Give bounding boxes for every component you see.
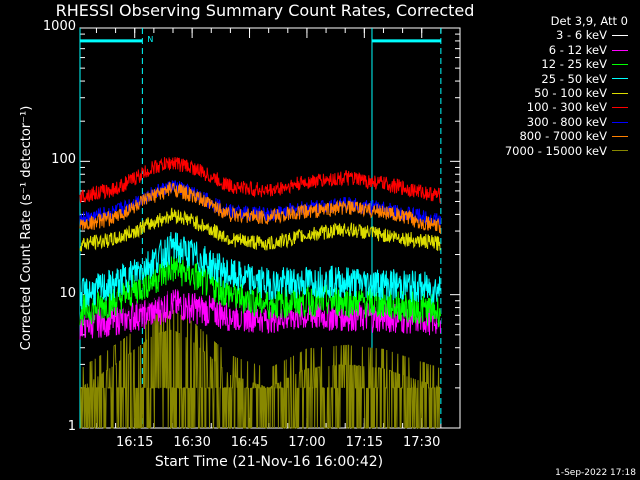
x-tick-label: 16:15 <box>115 435 154 450</box>
legend-label: 6 - 12 keV <box>548 42 607 57</box>
legend-label: 100 - 300 keV <box>526 100 607 115</box>
y-axis-label: Corrected Count Rate (s⁻¹ detector⁻¹) <box>19 105 34 351</box>
legend: Det 3,9, Att 0 3 - 6 keV 6 - 12 keV 12 - 2… <box>505 14 628 158</box>
chart-title: RHESSI Observing Summary Count Rates, Co… <box>55 1 475 20</box>
legend-label: 800 - 7000 keV <box>519 129 607 144</box>
legend-swatch <box>612 107 628 109</box>
legend-entry: 6 - 12 keV <box>505 43 628 57</box>
legend-entry: 300 - 800 keV <box>505 115 628 129</box>
series-line <box>80 310 441 429</box>
y-tick-label: 10 <box>59 285 76 301</box>
legend-swatch <box>612 35 628 37</box>
legend-label: 300 - 800 keV <box>526 114 607 129</box>
x-tick-label: 17:00 <box>288 435 326 450</box>
x-axis-label: Start Time (21-Nov-16 16:00:42) <box>154 454 384 470</box>
series-layer <box>79 157 441 429</box>
series-line <box>79 231 441 310</box>
legend-swatch <box>612 92 628 94</box>
x-tick-label: 17:30 <box>402 435 441 450</box>
legend-swatch <box>612 63 628 65</box>
series-line <box>79 207 441 252</box>
legend-entry: 3 - 6 keV <box>505 28 628 42</box>
legend-header: Det 3,9, Att 0 <box>550 14 628 28</box>
legend-label: 50 - 100 keV <box>534 86 607 101</box>
series-line <box>79 182 441 234</box>
legend-swatch <box>612 78 628 80</box>
series-line <box>79 254 441 328</box>
legend-label: 25 - 50 keV <box>541 71 607 86</box>
legend-label: 3 - 6 keV <box>556 28 607 43</box>
legend-entry: 7000 - 15000 keV <box>505 144 628 158</box>
legend-label: 12 - 25 keV <box>541 57 607 72</box>
series-line <box>79 157 441 204</box>
legend-entry: 100 - 300 keV <box>505 100 628 114</box>
night-marker-label: N <box>147 34 154 44</box>
legend-swatch <box>612 150 628 152</box>
x-tick-label: 16:45 <box>230 435 269 450</box>
x-tick-label: 17:15 <box>345 435 384 450</box>
legend-entry: 50 - 100 keV <box>505 86 628 100</box>
footer-timestamp: 1-Sep-2022 17:18 <box>555 468 636 478</box>
y-tick-label: 100 <box>51 152 76 168</box>
legend-entry: 800 - 7000 keV <box>505 129 628 143</box>
legend-swatch <box>612 135 628 137</box>
legend-label: 7000 - 15000 keV <box>504 143 607 158</box>
legend-entry: 25 - 50 keV <box>505 72 628 86</box>
legend-swatch <box>612 49 628 51</box>
y-tick-label: 1000 <box>42 19 76 34</box>
x-tick-label: 16:30 <box>173 435 211 450</box>
y-tick-label: 1 <box>67 419 76 434</box>
legend-entry: 12 - 25 keV <box>505 57 628 71</box>
legend-swatch <box>612 121 628 123</box>
